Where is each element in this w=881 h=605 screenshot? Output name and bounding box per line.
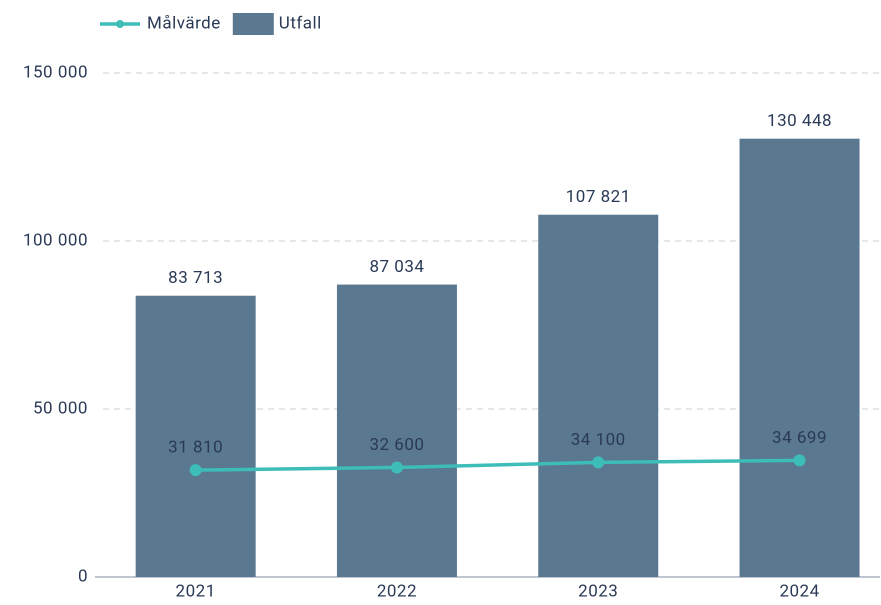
y-tick-label: 100 000	[23, 230, 88, 250]
bar	[135, 295, 256, 577]
line-point	[793, 454, 806, 467]
legend-label: Utfall	[279, 13, 322, 33]
x-tick-label: 2021	[176, 581, 216, 601]
line-point	[189, 464, 202, 477]
line-point	[592, 456, 605, 469]
x-tick-label: 2022	[377, 581, 417, 601]
bar	[538, 214, 659, 577]
x-tick-label: 2024	[779, 581, 819, 601]
line-value-label: 31 810	[168, 438, 223, 458]
line-point	[390, 461, 403, 474]
line-value-label: 32 600	[369, 435, 424, 455]
x-tick-label: 2023	[578, 581, 618, 601]
line-value-label: 34 699	[772, 428, 827, 448]
bar-value-label: 83 713	[168, 268, 223, 288]
line	[195, 458, 800, 472]
bar	[336, 284, 457, 577]
bar-value-label: 87 034	[369, 257, 424, 277]
line-value-label: 34 100	[571, 430, 626, 450]
bar-value-label: 130 448	[767, 111, 832, 131]
bar	[739, 138, 860, 578]
legend-dot	[116, 20, 124, 28]
legend-swatch	[232, 13, 274, 35]
y-tick-label: 0	[78, 566, 88, 586]
legend-label: Målvärde	[147, 13, 221, 33]
y-tick-label: 150 000	[23, 62, 88, 82]
bar-value-label: 107 821	[566, 187, 631, 207]
y-tick-label: 50 000	[33, 398, 88, 418]
